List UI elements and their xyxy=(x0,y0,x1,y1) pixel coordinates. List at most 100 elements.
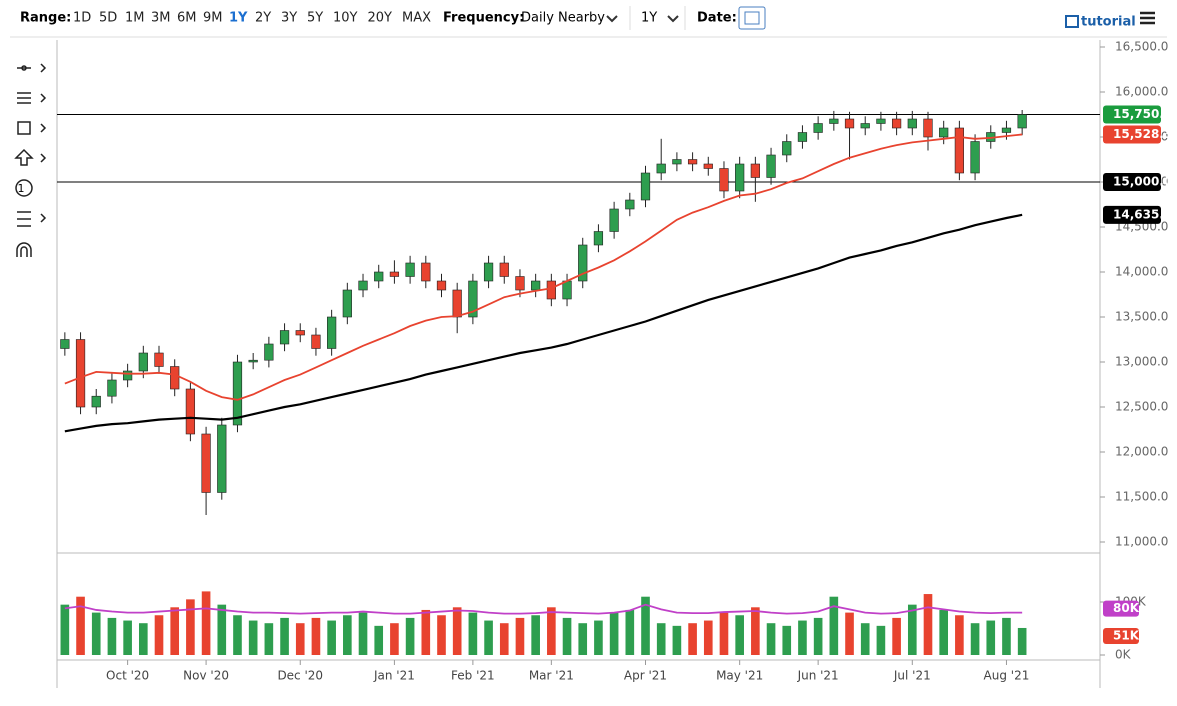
range-buttons: 1D 5D 1M 3M 6M 9M 1Y 2Y 3Y 5Y 10Y 20Y MAX xyxy=(73,11,431,26)
volume-bar xyxy=(186,599,195,655)
volume-bar xyxy=(138,623,148,655)
volume-bar xyxy=(907,604,917,655)
volume-bar xyxy=(688,623,697,655)
candle-body xyxy=(483,262,494,282)
volume-bar xyxy=(892,617,901,655)
volume-bar xyxy=(1017,627,1027,655)
candle-body xyxy=(60,339,70,349)
range-button[interactable]: 1D xyxy=(73,11,91,26)
candle-body xyxy=(123,370,133,381)
candle-body xyxy=(405,262,415,277)
volume-bar xyxy=(484,620,493,655)
candle-body xyxy=(217,424,227,493)
tool-rect[interactable] xyxy=(17,121,47,135)
volume-bar xyxy=(343,615,352,655)
candle-body xyxy=(327,316,337,349)
tool-arrow[interactable] xyxy=(14,148,47,166)
volume-bar xyxy=(468,612,478,655)
tool-line[interactable] xyxy=(17,63,47,73)
volume-bar xyxy=(311,617,321,655)
volume-bar xyxy=(437,615,446,655)
y-tick-label: 12,000.0 xyxy=(1115,445,1168,459)
volume-bar xyxy=(751,607,760,655)
price-badge xyxy=(1103,173,1161,191)
tool-pattern[interactable] xyxy=(17,211,47,227)
range-button[interactable]: 10Y xyxy=(333,11,358,26)
candle-body xyxy=(640,172,651,201)
volume-average xyxy=(64,603,1023,615)
price-badge xyxy=(1103,105,1161,124)
range-button[interactable]: 5Y xyxy=(307,11,323,26)
volume-bar xyxy=(609,612,619,655)
tool-note[interactable] xyxy=(15,179,33,197)
volume-bar xyxy=(405,617,415,655)
x-tick-label: Dec '20 xyxy=(277,669,323,683)
range-button[interactable]: MAX xyxy=(402,11,431,26)
menu-icon[interactable] xyxy=(1140,11,1155,25)
frequency-select[interactable]: Daily Nearby xyxy=(521,11,605,26)
range-button[interactable]: 3M xyxy=(151,11,171,26)
volume-bar xyxy=(421,609,431,655)
volume-bar xyxy=(374,625,384,655)
x-tick-label: May '21 xyxy=(716,669,763,683)
volume-badge-label: 51K xyxy=(1113,628,1140,642)
volume-bar xyxy=(154,615,164,655)
candle-body xyxy=(311,334,321,349)
volume-bar xyxy=(562,617,572,655)
tutorial-link[interactable]: tutorial xyxy=(1081,15,1136,30)
volume-bar xyxy=(1002,617,1011,655)
volume-bar xyxy=(766,623,776,655)
range-button[interactable]: 1M xyxy=(125,11,145,26)
range-button[interactable]: 1Y xyxy=(229,11,248,26)
candle-body xyxy=(672,159,682,165)
range-button[interactable]: 5D xyxy=(99,11,117,26)
volume-bar xyxy=(248,620,258,655)
range-button[interactable]: 6M xyxy=(177,11,197,26)
frequency-label: Frequency: xyxy=(443,11,524,26)
y-tick-label: 11,000.0 xyxy=(1115,535,1168,549)
y-tick-label: 13,500.0 xyxy=(1115,310,1168,324)
date-picker[interactable] xyxy=(738,6,766,30)
y-tick-label: 13,000.0 xyxy=(1115,355,1168,369)
candle-body xyxy=(939,127,949,138)
range-button[interactable]: 20Y xyxy=(368,11,393,26)
candle-body xyxy=(1001,127,1012,133)
volume-bar xyxy=(91,612,101,655)
candle-body xyxy=(907,118,917,129)
range-button[interactable]: 3Y xyxy=(281,11,297,26)
y-tick-label: 14,000.0 xyxy=(1115,265,1168,279)
volume-bar xyxy=(735,615,744,655)
range-button[interactable]: 2Y xyxy=(255,11,271,26)
candle-body xyxy=(593,231,604,246)
tool-note-number: 1 xyxy=(18,182,25,195)
candle-body xyxy=(546,280,556,300)
candle-body xyxy=(389,271,400,277)
candle-body xyxy=(656,163,666,174)
tool-magnet[interactable] xyxy=(16,242,32,257)
period-select[interactable]: 1Y xyxy=(641,11,657,26)
candle-body xyxy=(358,280,368,291)
price-badge-label: 14,635.1 xyxy=(1113,207,1172,221)
volume-bar xyxy=(107,617,117,655)
candle-body xyxy=(766,154,776,178)
volume-bar xyxy=(641,596,650,655)
volume-badge xyxy=(1103,600,1139,617)
volume-bar xyxy=(76,596,85,655)
candle-body xyxy=(687,159,698,165)
candle-body xyxy=(264,343,274,361)
candle-body xyxy=(609,208,619,232)
tool-fib[interactable] xyxy=(17,92,47,104)
volume-bar xyxy=(201,591,211,655)
candle-body xyxy=(562,280,572,300)
candle-body xyxy=(185,388,196,435)
volume-bar xyxy=(547,607,556,655)
volume-tick-label: 0K xyxy=(1115,648,1132,662)
candle-body xyxy=(1017,114,1027,129)
candle-body xyxy=(499,262,509,277)
candle-body xyxy=(625,199,635,210)
volume-bar xyxy=(845,612,854,655)
candle-body xyxy=(703,163,713,169)
range-button[interactable]: 9M xyxy=(203,11,223,26)
